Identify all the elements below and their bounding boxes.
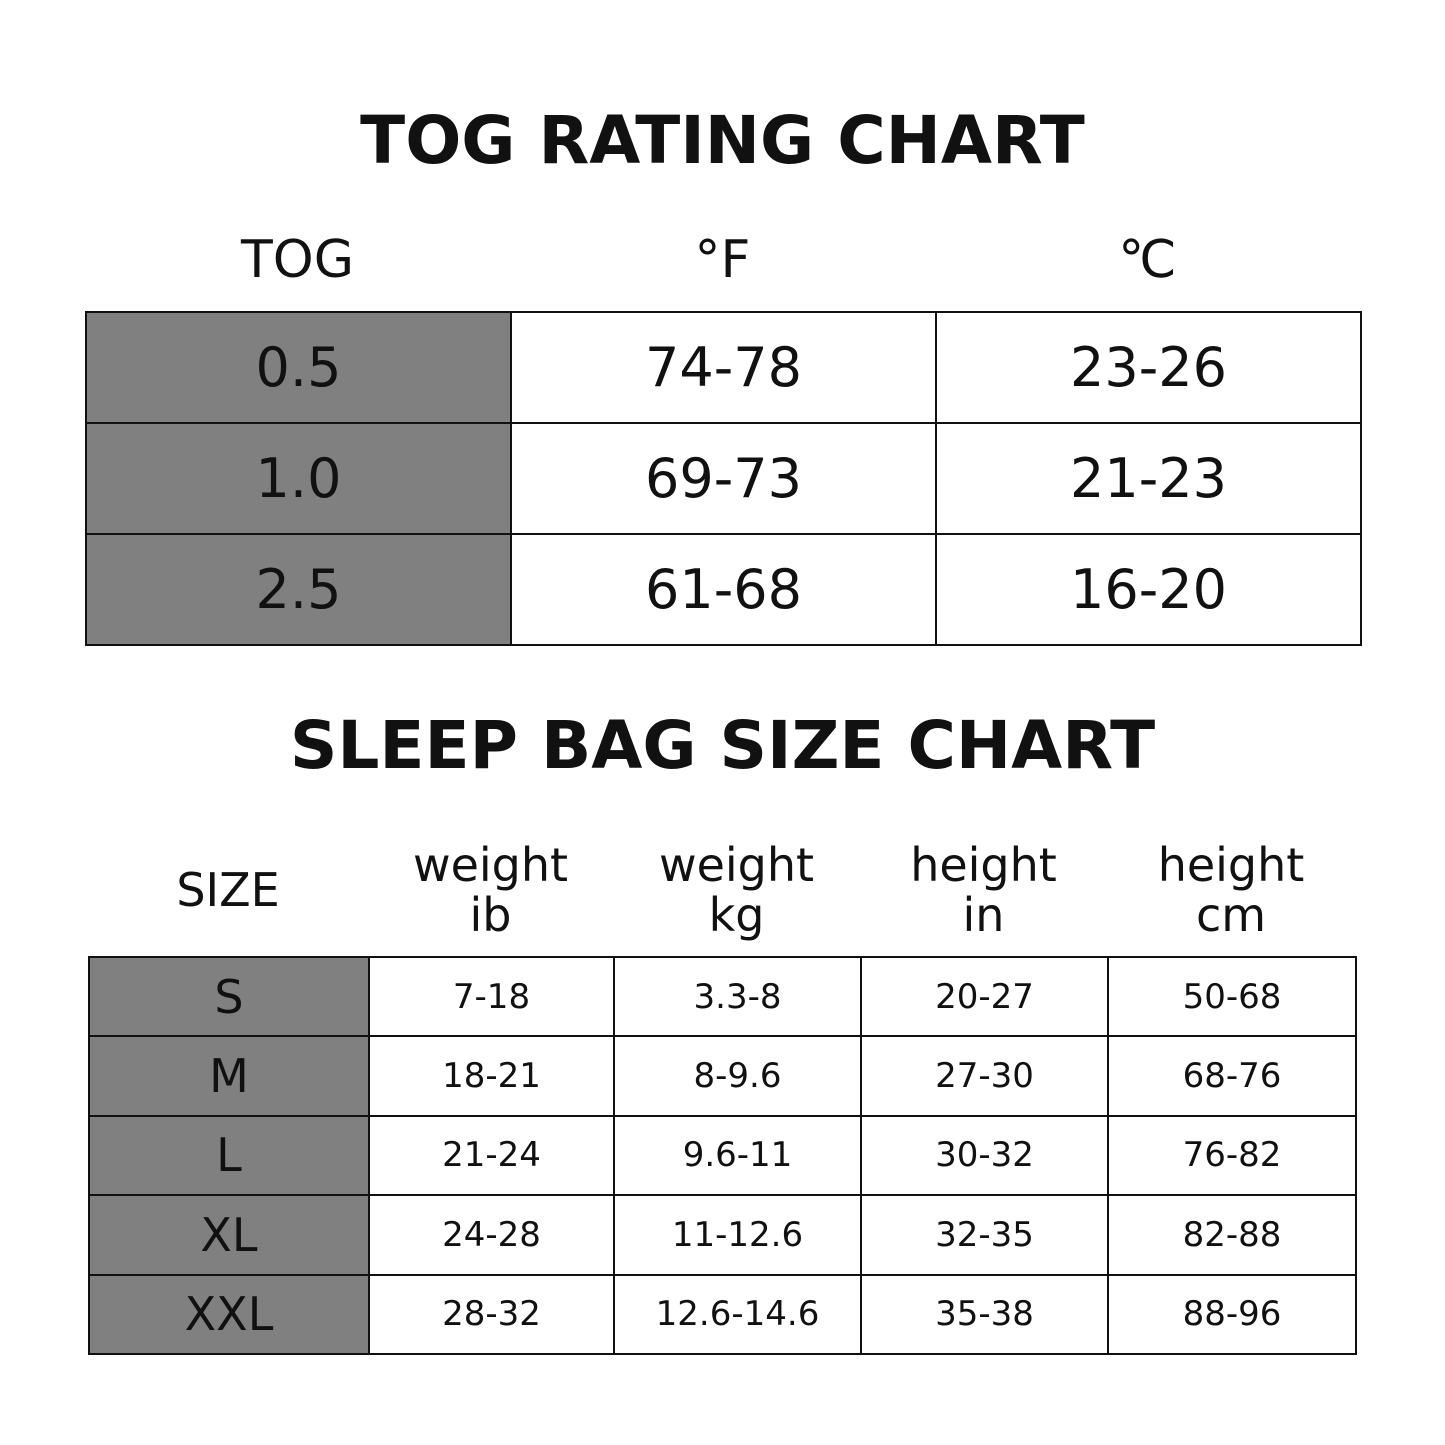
- size-cell: 8-9.6: [613, 1035, 862, 1117]
- size-cell: 68-76: [1107, 1035, 1357, 1117]
- size-cell: 88-96: [1107, 1273, 1357, 1355]
- size-cell: 18-21: [368, 1035, 615, 1117]
- tog-header: ℃: [1118, 230, 1177, 290]
- tog-cell: 23-26: [935, 311, 1362, 424]
- header-line: kg: [708, 888, 765, 942]
- size-cell: 76-82: [1107, 1114, 1357, 1197]
- tog-header: TOG: [241, 230, 354, 290]
- size-cell: 24-28: [368, 1194, 615, 1276]
- header-line: weight: [412, 838, 569, 892]
- tog-cell: 74-78: [510, 311, 937, 424]
- size-cell: 50-68: [1107, 956, 1357, 1038]
- size-cell: L: [88, 1114, 370, 1197]
- tog-cell: 0.5: [85, 311, 512, 424]
- tog-header: °F: [694, 230, 751, 290]
- header-line: weight: [658, 838, 815, 892]
- size-header: weight kg: [613, 835, 860, 945]
- header-line: height: [910, 838, 1057, 892]
- tog-title: TOG RATING CHART: [360, 101, 1085, 179]
- size-cell: 9.6-11: [613, 1114, 862, 1197]
- size-cell: XXL: [88, 1273, 370, 1355]
- tog-cell: 21-23: [935, 422, 1362, 535]
- size-cell: 7-18: [368, 956, 615, 1038]
- size-cell: 28-32: [368, 1273, 615, 1355]
- tog-cell: 1.0: [85, 422, 512, 535]
- size-cell: 11-12.6: [613, 1194, 862, 1276]
- size-cell: 12.6-14.6: [613, 1273, 862, 1355]
- size-cell: 20-27: [860, 956, 1109, 1038]
- tog-cell: 16-20: [935, 533, 1362, 646]
- tog-cell: 61-68: [510, 533, 937, 646]
- size-cell: 3.3-8: [613, 956, 862, 1038]
- size-header: height in: [860, 835, 1107, 945]
- size-cell: 27-30: [860, 1035, 1109, 1117]
- header-line: height: [1157, 838, 1305, 892]
- header-line: ib: [469, 888, 512, 942]
- size-cell: XL: [88, 1194, 370, 1276]
- size-header: height cm: [1107, 835, 1355, 945]
- size-cell: S: [88, 956, 370, 1038]
- size-cell: 35-38: [860, 1273, 1109, 1355]
- size-cell: M: [88, 1035, 370, 1117]
- size-header: SIZE: [88, 835, 368, 945]
- size-cell: 30-32: [860, 1114, 1109, 1197]
- size-cell: 21-24: [368, 1114, 615, 1197]
- header-line: SIZE: [176, 863, 280, 917]
- header-line: in: [962, 888, 1005, 942]
- size-title: SLEEP BAG SIZE CHART: [289, 706, 1156, 784]
- size-cell: 82-88: [1107, 1194, 1357, 1276]
- size-cell: 32-35: [860, 1194, 1109, 1276]
- size-header: weight ib: [368, 835, 613, 945]
- tog-cell: 69-73: [510, 422, 937, 535]
- tog-cell: 2.5: [85, 533, 512, 646]
- header-line: cm: [1195, 888, 1267, 942]
